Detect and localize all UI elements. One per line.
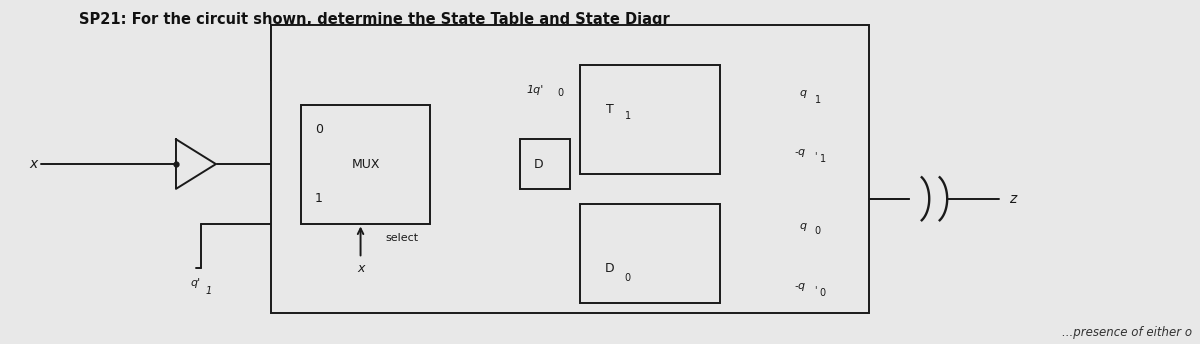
Text: 1: 1: [314, 192, 323, 205]
Text: 0: 0: [625, 273, 631, 283]
Text: x: x: [29, 157, 37, 171]
Text: select: select: [385, 234, 419, 244]
Text: -q: -q: [794, 281, 805, 291]
Text: 0: 0: [815, 226, 821, 236]
Text: 0: 0: [557, 88, 563, 98]
Text: MUX: MUX: [352, 158, 379, 171]
Polygon shape: [176, 139, 216, 189]
Bar: [301, 105, 431, 224]
Bar: [580, 204, 720, 303]
Text: 0: 0: [820, 288, 826, 298]
Bar: [271, 25, 869, 313]
Text: SP21: For the circuit shown, determine the State Table and State Diagr: SP21: For the circuit shown, determine t…: [79, 12, 670, 26]
Text: 1: 1: [206, 286, 212, 296]
Text: 1: 1: [820, 154, 826, 164]
Text: q': q': [191, 278, 200, 288]
Text: ': ': [815, 151, 817, 161]
Text: q: q: [799, 88, 806, 98]
Text: z: z: [1009, 192, 1016, 206]
Text: ...presence of either o: ...presence of either o: [1062, 326, 1193, 339]
Text: 1: 1: [625, 111, 631, 121]
Bar: [520, 139, 570, 189]
Bar: [580, 65, 720, 174]
Text: x: x: [356, 262, 365, 275]
Text: D: D: [533, 158, 542, 171]
Text: q: q: [799, 221, 806, 230]
Text: 1: 1: [815, 95, 821, 105]
Text: T: T: [606, 103, 614, 116]
Text: 1q': 1q': [527, 85, 544, 95]
Text: ': ': [815, 285, 817, 295]
Text: D: D: [605, 262, 614, 275]
Text: 0: 0: [314, 123, 323, 136]
Text: -q: -q: [794, 147, 805, 157]
